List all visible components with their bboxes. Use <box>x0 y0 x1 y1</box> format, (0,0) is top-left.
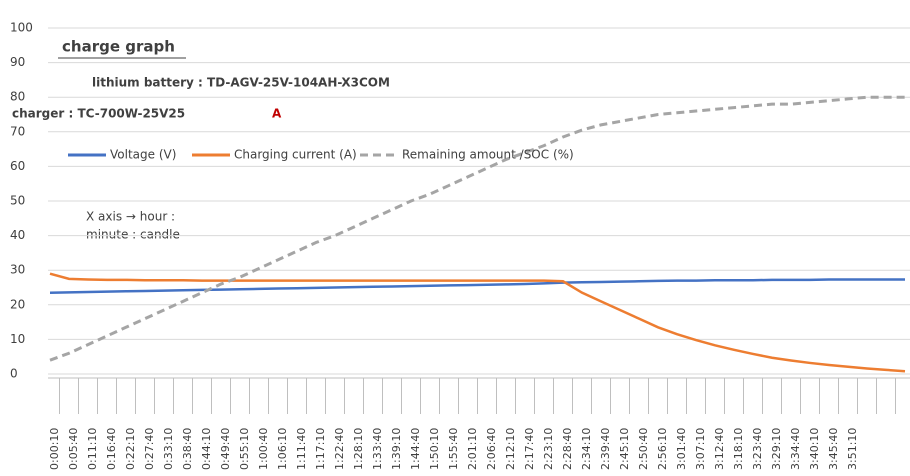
series-line <box>49 272 906 373</box>
x-tick-label: 1:22:40 <box>333 428 346 470</box>
x-tick-label: 2:12:10 <box>504 428 517 470</box>
x-tick-label: 2:23:10 <box>542 428 555 470</box>
legend-label: Remaining amount /SOC (%) <box>402 148 574 162</box>
x-tick-label: 2:17:40 <box>523 428 536 470</box>
x-tick-label: 1:06:10 <box>276 428 289 470</box>
x-tick-label: 0:49:40 <box>219 428 232 470</box>
x-tick-label: 1:44:40 <box>409 428 422 470</box>
y-tick-label: 40 <box>10 228 25 242</box>
x-tick-label: 3:23:40 <box>751 428 764 470</box>
series-line <box>49 278 905 294</box>
x-tick-label: 1:28:10 <box>352 428 365 470</box>
x-tick-label: 2:39:40 <box>599 428 612 470</box>
x-tick-label: 0:00:10 <box>48 428 61 470</box>
charger-suffix: A <box>272 107 282 121</box>
x-tick-label: 3:40:10 <box>808 428 821 470</box>
x-tick-label: 2:06:40 <box>485 428 498 470</box>
charger-text: charger : TC-700W-25V25 <box>12 107 185 121</box>
battery-text: lithium battery : TD-AGV-25V-104AH-X3COM <box>92 76 390 90</box>
x-tick-label: 1:33:40 <box>371 428 384 470</box>
y-tick-label: 100 <box>10 21 33 35</box>
x-tick-label: 2:34:10 <box>580 428 593 470</box>
x-tick-label: 3:34:40 <box>789 428 802 470</box>
x-tick-label: 3:12:40 <box>713 428 726 470</box>
x-tick-label: 1:39:10 <box>390 428 403 470</box>
x-tick-label: 1:17:10 <box>314 428 327 470</box>
x-tick-label: 0:33:10 <box>162 428 175 470</box>
legend-label: Voltage (V) <box>110 148 176 162</box>
y-tick-label: 80 <box>10 90 25 104</box>
annotation: X axis → hour : <box>86 210 175 224</box>
y-tick-label: 10 <box>10 332 25 346</box>
y-tick-label: 90 <box>10 55 25 69</box>
x-tick-label: 0:55:10 <box>238 428 251 470</box>
x-tick-label: 1:11:40 <box>295 428 308 470</box>
x-tick-label: 1:55:40 <box>447 428 460 470</box>
x-tick-label: 0:11:10 <box>86 428 99 470</box>
y-tick-label: 50 <box>10 194 25 208</box>
x-tick-label: 2:56:10 <box>656 428 669 470</box>
x-tick-label: 2:01:10 <box>466 428 479 470</box>
x-tick-label: 1:50:10 <box>428 428 441 470</box>
x-tick-label: 3:51:10 <box>846 428 859 470</box>
chart-title: charge graph <box>62 38 175 56</box>
x-tick-label: 2:28:40 <box>561 428 574 470</box>
x-tick-label: 3:01:40 <box>675 428 688 470</box>
x-tick-label: 0:16:40 <box>105 428 118 470</box>
y-tick-label: 70 <box>10 124 25 138</box>
x-tick-label: 3:07:10 <box>694 428 707 470</box>
y-tick-label: 0 <box>10 367 18 381</box>
x-tick-label: 3:45:40 <box>827 428 840 470</box>
y-tick-label: 60 <box>10 159 25 173</box>
x-tick-label: 3:18:10 <box>732 428 745 470</box>
y-tick-label: 30 <box>10 263 25 277</box>
x-tick-label: 2:50:40 <box>637 428 650 470</box>
legend-label: Charging current (A) <box>234 148 357 162</box>
annotation: minute : candle <box>86 228 180 242</box>
x-tick-label: 0:27:40 <box>143 428 156 470</box>
x-tick-label: 0:22:10 <box>124 428 137 470</box>
x-tick-label: 0:44:10 <box>200 428 213 470</box>
x-tick-label: 0:38:40 <box>181 428 194 470</box>
x-tick-label: 1:00:40 <box>257 428 270 470</box>
y-tick-label: 20 <box>10 297 25 311</box>
x-tick-label: 2:45:10 <box>618 428 631 470</box>
x-tick-label: 0:05:40 <box>67 428 80 470</box>
x-tick-label: 3:29:10 <box>770 428 783 470</box>
